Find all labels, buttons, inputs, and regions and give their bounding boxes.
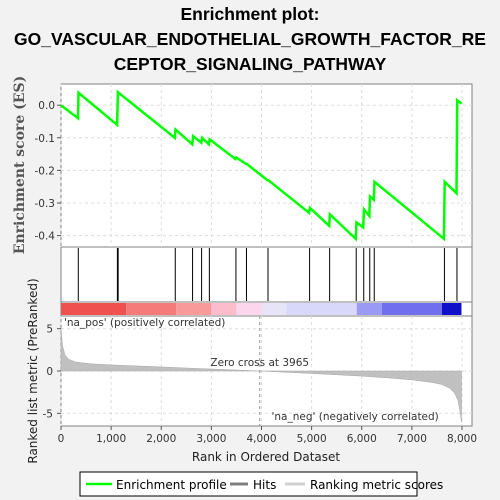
es-y-tick-label: -0.1 [35, 133, 56, 145]
x-tick-label: 3,000 [196, 433, 226, 445]
x-tick-label: 8,000 [447, 433, 477, 445]
es-y-tick-label: -0.2 [35, 165, 56, 177]
colorbar-segment [356, 303, 382, 315]
hit-lines [77, 248, 458, 301]
colorbar-segment [236, 303, 262, 315]
hits-panel-frame [60, 246, 473, 303]
title-line-3: CEPTOR_SIGNALING_PATHWAY [113, 54, 387, 74]
es-y-axis-label: Enrichment score (ES) [12, 76, 28, 254]
ranking-metric-area [60, 326, 462, 423]
es-panel-frame [60, 83, 473, 248]
x-tick-label: 2,000 [146, 433, 176, 445]
colorbar-segment [441, 303, 462, 315]
x-tick-label: 7,000 [397, 433, 427, 445]
rank-colorbar [61, 303, 462, 315]
x-axis-label: Rank in Ordered Dataset [192, 450, 340, 464]
neg-correlated-label: 'na_neg' (negatively correlated) [272, 411, 439, 423]
metric-y-tick-label: 0 [46, 366, 53, 378]
x-tick-label: 6,000 [347, 433, 377, 445]
title-line-1: Enrichment plot: [180, 4, 320, 24]
es-y-tick-label: -0.3 [35, 198, 56, 210]
es-y-ticks: 0.0 -0.1 -0.2 -0.3 -0.4 [35, 100, 61, 243]
colorbar-segment [61, 303, 127, 315]
x-tick-label: 0 [58, 433, 65, 445]
chart-title: Enrichment plot: GO_VASCULAR_ENDOTHELIAL… [0, 2, 500, 77]
colorbar-segment [211, 303, 237, 315]
metric-y-axis-label: Ranked list metric (PreRanked) [26, 278, 40, 463]
colorbar-segment [381, 303, 442, 315]
x-tick-label: 4,000 [246, 433, 276, 445]
metric-y-tick-label: 5 [46, 324, 53, 336]
colorbar-segment [261, 303, 287, 315]
title-line-2: GO_VASCULAR_ENDOTHELIAL_GROWTH_FACTOR_RE [14, 29, 486, 49]
legend-metric-label: Ranking metric scores [310, 478, 443, 492]
es-y-tick-label: 0.0 [38, 100, 55, 112]
x-tick-label: 5,000 [297, 433, 327, 445]
es-grid [60, 84, 472, 247]
pos-correlated-label: 'na_pos' (positively correlated) [64, 317, 225, 329]
x-ticks: 0 1,000 2,000 3,000 4,000 5,000 6,000 7,000 8,00… [58, 426, 477, 445]
legend-hits-label: Hits [253, 478, 276, 492]
metric-y-ticks: 5 0 -5 [43, 324, 61, 420]
es-y-tick-label: -0.4 [35, 231, 56, 243]
legend-enrichment-label: Enrichment profile [116, 478, 227, 492]
colorbar-segment [286, 303, 357, 315]
legend: Enrichment profile Hits Ranking metric s… [79, 471, 443, 497]
zero-cross-label: Zero cross at 3965 [210, 357, 309, 369]
colorbar-segment [126, 303, 177, 315]
enrichment-profile-line [60, 89, 463, 242]
colorbar-segment [176, 303, 212, 315]
x-tick-label: 1,000 [96, 433, 126, 445]
metric-y-tick-label: -5 [43, 408, 53, 420]
